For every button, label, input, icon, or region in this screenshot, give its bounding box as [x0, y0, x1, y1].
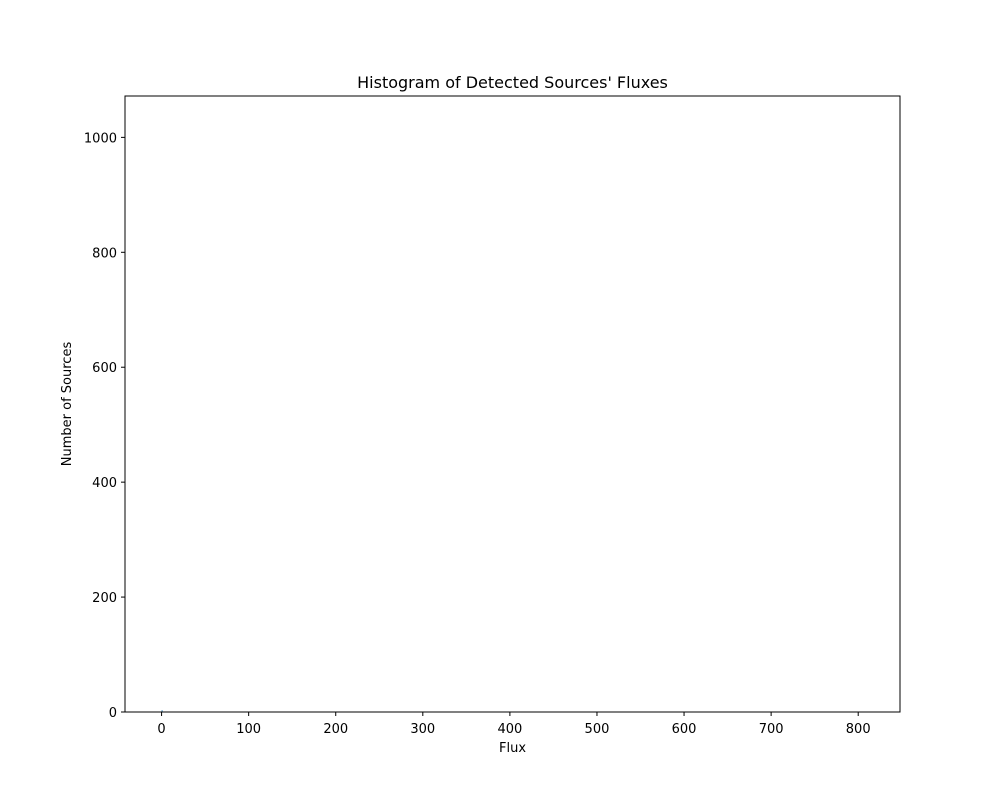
x-tick-label: 300 — [410, 722, 435, 737]
x-axis-ticks: 0 100 200 300 400 500 600 700 800 — [157, 712, 871, 737]
x-tick-label: 200 — [323, 722, 348, 737]
y-tick-label: 1000 — [84, 131, 117, 146]
x-tick-label: 400 — [497, 722, 522, 737]
x-tick-label: 600 — [672, 722, 697, 737]
y-tick-label: 400 — [92, 476, 117, 491]
x-tick-label: 500 — [585, 722, 610, 737]
histogram-bar — [161, 710, 163, 712]
x-tick-label: 0 — [157, 722, 165, 737]
x-tick-label: 100 — [236, 722, 261, 737]
y-tick-label: 0 — [109, 706, 117, 721]
x-tick-label: 800 — [846, 722, 871, 737]
histogram-bars — [161, 710, 163, 712]
y-axis-ticks: 0 200 400 600 800 1000 — [84, 131, 125, 721]
y-tick-label: 200 — [92, 591, 117, 606]
x-axis-label: Flux — [499, 741, 526, 756]
y-tick-label: 800 — [92, 246, 117, 261]
plot-frame — [124, 95, 901, 713]
y-tick-label: 600 — [92, 361, 117, 376]
y-axis-label: Number of Sources — [60, 342, 75, 467]
x-tick-label: 700 — [759, 722, 784, 737]
chart-title: Histogram of Detected Sources' Fluxes — [357, 73, 668, 92]
